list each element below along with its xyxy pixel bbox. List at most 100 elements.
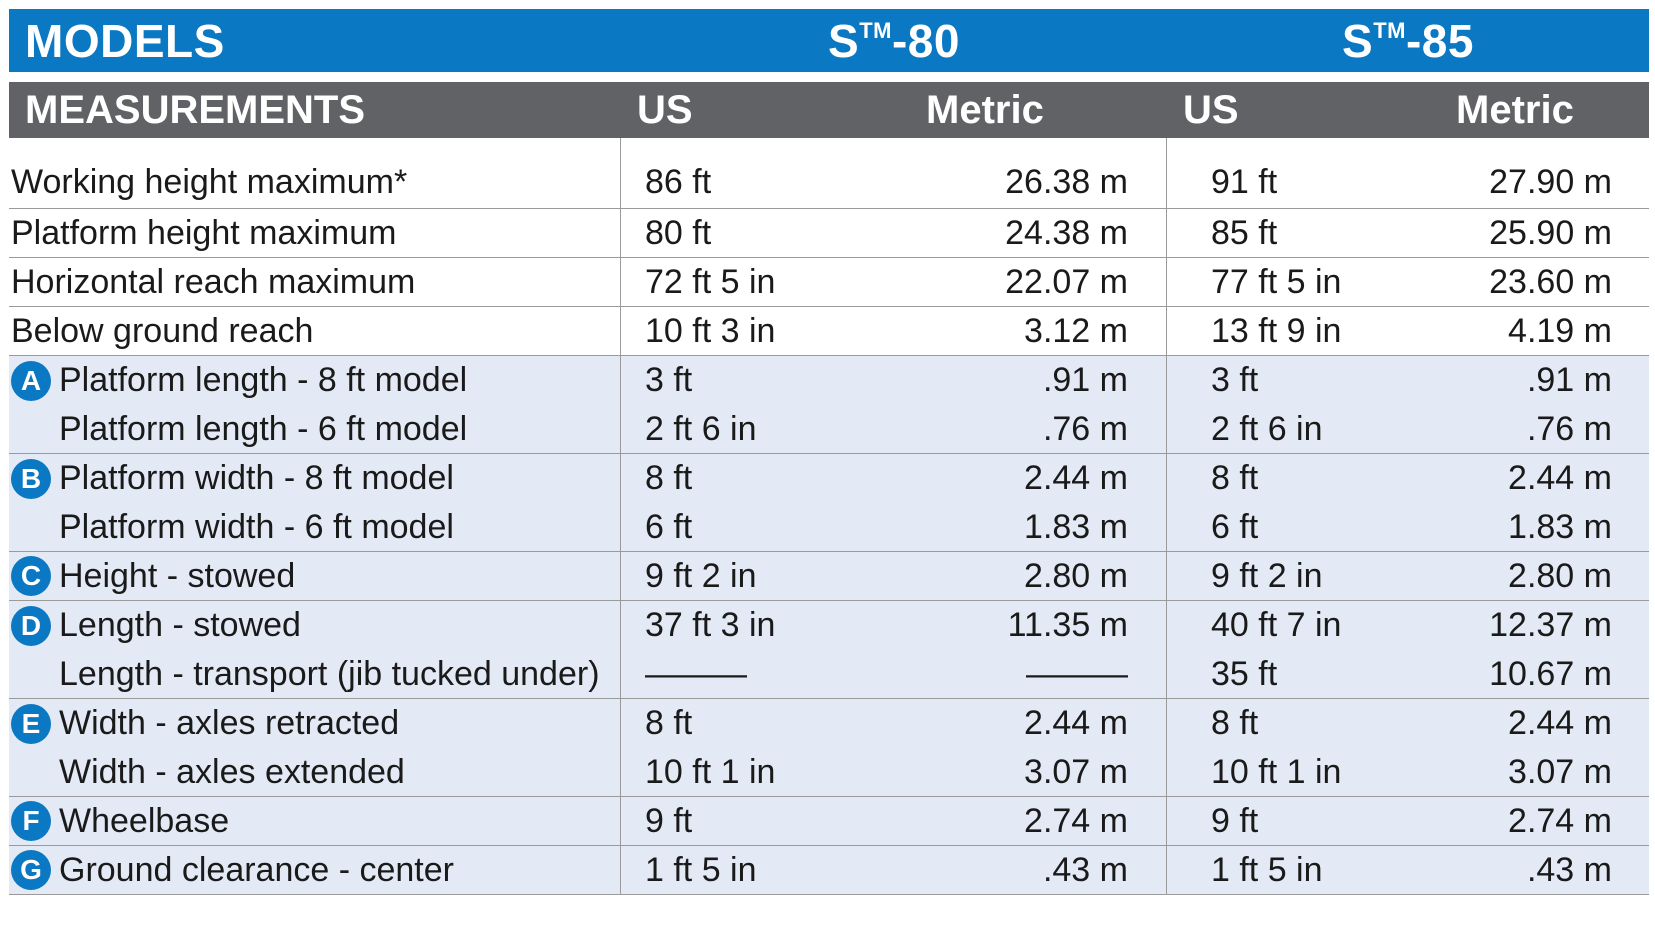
s85-metric-cell: 2.80 m — [1440, 552, 1649, 600]
row-label-cell: B Platform width - 8 ft model — [9, 454, 621, 503]
s80-us-cell: 80 ft — [645, 213, 712, 252]
row-label-cell: Below ground reach — [9, 307, 621, 355]
row-label: Below ground reach — [11, 311, 314, 350]
dimension-badge-icon: D — [11, 605, 51, 646]
s85-us-cell: 77 ft 5 in — [1211, 262, 1342, 301]
table-row: A Platform length - 8 ft model 3 ft .91 m 3 … — [9, 356, 1649, 405]
s80-metric-cell: 1.83 m — [894, 503, 1167, 551]
row-label-cell: D Length - stowed — [9, 601, 621, 650]
dimension-badge-icon: A — [11, 360, 51, 401]
dimension-badge-icon: C — [11, 556, 51, 596]
s85-metric-cell: 2.74 m — [1440, 797, 1649, 845]
row-label: Working height maximum* — [11, 163, 408, 201]
table-row: E Width - axles retracted 8 ft 2.44 m 8 ft 2.… — [9, 699, 1649, 748]
s80-metric-header: Metric — [926, 87, 1044, 132]
s80-us-cell: ——— — [645, 654, 747, 693]
row-label-cell: Platform length - 6 ft model — [9, 405, 621, 453]
s85-metric-cell: 4.19 m — [1440, 307, 1649, 355]
row-label-cell: F Wheelbase — [9, 797, 621, 845]
s85-metric-cell: 12.37 m — [1440, 601, 1649, 650]
s85-us-cell: 35 ft — [1211, 654, 1278, 693]
spec-table: MODELS STM-80 STM-85 MEASUREMENTS US Met… — [9, 9, 1649, 895]
row-label: Height - stowed — [59, 556, 296, 595]
row-label: Horizontal reach maximum — [11, 262, 416, 301]
s80-metric-cell: 2.44 m — [894, 699, 1167, 748]
s80-us-cell: 1 ft 5 in — [645, 850, 757, 889]
s80-metric-cell: 2.80 m — [894, 552, 1167, 600]
s85-us-header: US — [1183, 87, 1239, 132]
row-label: Platform height maximum — [11, 213, 397, 252]
s85-us-cell: 3 ft — [1211, 361, 1259, 399]
s85-metric-cell: 2.44 m — [1440, 699, 1649, 748]
s85-metric-cell-value: 25.90 m — [1489, 213, 1612, 252]
s85-metric-header: Metric — [1456, 87, 1574, 132]
row-label-cell: Platform width - 6 ft model — [9, 503, 621, 551]
s85-metric-cell: 10.67 m — [1440, 650, 1649, 698]
s85-metric-cell-value: 2.44 m — [1508, 459, 1612, 497]
s80-us-cell: 2 ft 6 in — [645, 409, 757, 448]
row-label: Platform width - 6 ft model — [59, 507, 454, 546]
s85-metric-cell-value: 2.44 m — [1508, 704, 1612, 742]
row-label-cell: C Height - stowed — [9, 552, 621, 600]
s80-us-cell: 10 ft 1 in — [645, 752, 776, 791]
s85-metric-cell-value: 3.07 m — [1508, 752, 1612, 791]
s85-us-cell: 2 ft 6 in — [1211, 409, 1323, 448]
s85-us-cell: 40 ft 7 in — [1211, 606, 1342, 644]
s80-us-cell: 37 ft 3 in — [645, 606, 776, 644]
table-row: Platform height maximum 80 ft 24.38 m 85 ft… — [9, 209, 1649, 258]
model-s80-name: STM-80 — [828, 14, 960, 67]
table-row: C Height - stowed 9 ft 2 in 2.80 m 9 ft 2 in… — [9, 552, 1649, 601]
row-label: Platform length - 8 ft model — [59, 361, 468, 399]
row-label-cell: G Ground clearance - center — [9, 846, 621, 894]
s80-us-cell: 8 ft — [645, 704, 693, 742]
s80-metric-cell: 22.07 m — [894, 258, 1167, 306]
s80-us-cell: 10 ft 3 in — [645, 311, 776, 350]
s80-us-cell: 9 ft 2 in — [645, 556, 757, 595]
row-label: Platform width - 8 ft model — [59, 459, 454, 497]
s85-metric-cell-value: .91 m — [1526, 361, 1612, 399]
s80-metric-cell: 3.07 m — [894, 748, 1167, 796]
table-row: Width - axles extended 10 ft 1 in 3.07 m 10… — [9, 748, 1649, 797]
s85-metric-cell-value: 10.67 m — [1489, 654, 1612, 693]
row-label: Width - axles retracted — [59, 704, 400, 742]
s85-us-cell: 6 ft — [1211, 507, 1259, 546]
s80-us-cell: 72 ft 5 in — [645, 262, 776, 301]
s85-metric-cell-value: 12.37 m — [1489, 606, 1612, 644]
s85-us-cell: 8 ft — [1211, 704, 1259, 742]
s80-metric-cell: 2.44 m — [894, 454, 1167, 503]
models-label: MODELS — [25, 14, 225, 67]
s85-metric-cell: 2.44 m — [1440, 454, 1649, 503]
s80-metric-cell: 24.38 m — [894, 209, 1167, 257]
header-gap — [9, 72, 1649, 82]
s85-us-cell: 13 ft 9 in — [1211, 311, 1342, 350]
model-s85-name: STM-85 — [1342, 14, 1474, 67]
table-row: F Wheelbase 9 ft 2.74 m 9 ft 2.74 m — [9, 797, 1649, 846]
s85-metric-cell: 25.90 m — [1440, 209, 1649, 257]
s85-us-cell: 8 ft — [1211, 459, 1259, 497]
s80-metric-cell: 2.74 m — [894, 797, 1167, 845]
s80-metric-cell: .43 m — [894, 846, 1167, 894]
s85-metric-cell: .91 m — [1440, 356, 1649, 405]
measurements-label: MEASUREMENTS — [25, 87, 366, 132]
s80-metric-cell: .91 m — [894, 356, 1167, 405]
s85-us-cell: 1 ft 5 in — [1211, 850, 1323, 889]
s85-us-cell: 10 ft 1 in — [1211, 752, 1342, 791]
s80-metric-cell: 3.12 m — [894, 307, 1167, 355]
s80-metric-cell: .76 m — [894, 405, 1167, 453]
row-label: Platform length - 6 ft model — [59, 409, 468, 448]
s80-us-cell: 8 ft — [645, 459, 693, 497]
row-label-cell: E Width - axles retracted — [9, 699, 621, 748]
row-label-cell: Length - transport (jib tucked under) — [9, 650, 621, 698]
s80-metric-cell: 26.38 m — [894, 138, 1167, 208]
table-row: Length - transport (jib tucked under) ———… — [9, 650, 1649, 699]
table-row: Platform width - 6 ft model 6 ft 1.83 m 6 f… — [9, 503, 1649, 552]
s85-metric-cell: 3.07 m — [1440, 748, 1649, 796]
row-label-cell: Width - axles extended — [9, 748, 621, 796]
models-header: MODELS STM-80 STM-85 — [9, 9, 1649, 72]
measurements-header: MEASUREMENTS US Metric US Metric — [9, 82, 1649, 138]
row-label-cell: A Platform length - 8 ft model — [9, 356, 621, 405]
s80-us-cell: 86 ft — [645, 163, 712, 201]
s80-us-cell: 6 ft — [645, 507, 693, 546]
row-label: Width - axles extended — [59, 752, 405, 791]
row-label: Ground clearance - center — [59, 850, 454, 889]
